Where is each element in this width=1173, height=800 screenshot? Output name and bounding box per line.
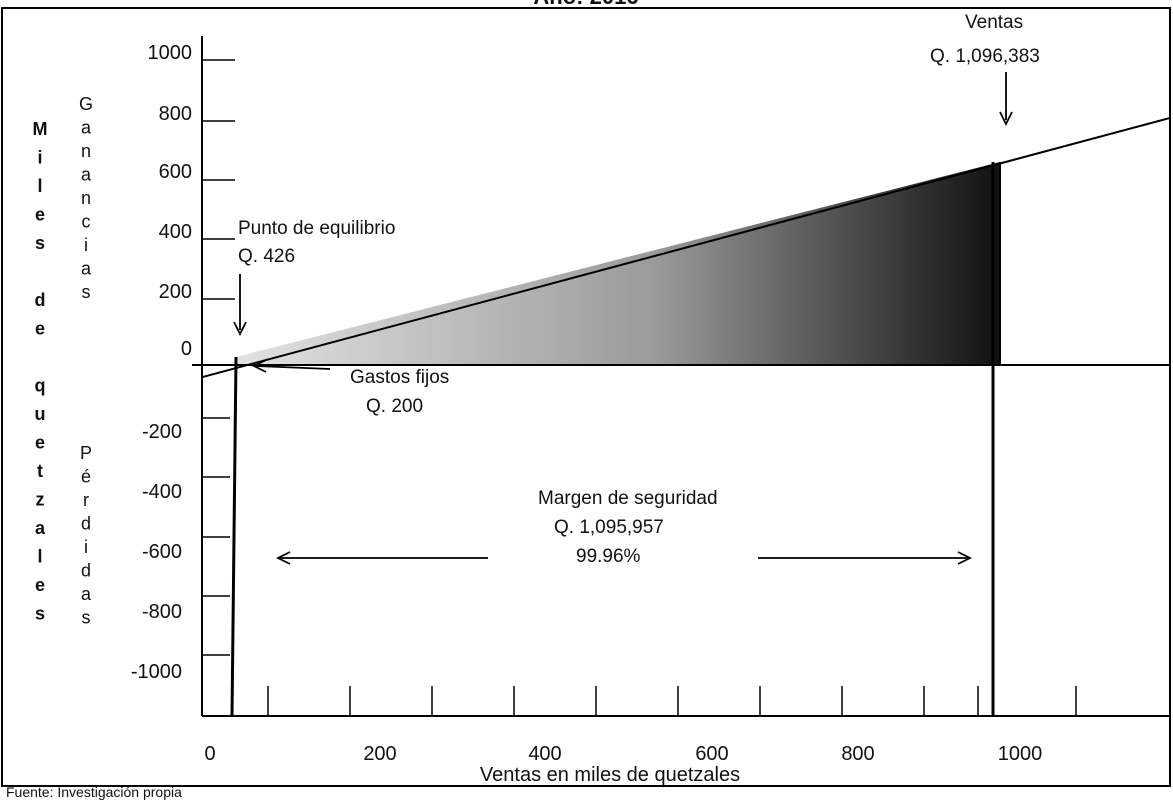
y-tick-label: 800	[159, 103, 192, 125]
y-axis-title-letter: e	[35, 205, 45, 225]
y-positive-label-letter: c	[82, 212, 91, 232]
y-tick-label: 0	[181, 338, 192, 360]
chart-title: Año: 2016	[533, 0, 638, 9]
y-tick-label: 400	[159, 221, 192, 243]
y-axis-title-letter: e	[35, 433, 45, 453]
y-negative-label-letter: a	[81, 584, 92, 604]
x-tick-labels: 0 200 400 600 800 1000	[204, 743, 1042, 765]
y-axis-title-letter: e	[35, 319, 45, 339]
y-negative-label-letter: é	[81, 467, 91, 487]
y-positive-label-letter: G	[79, 94, 93, 114]
y-axis-title-letter: M	[33, 119, 48, 139]
y-axis-title-letter: u	[35, 404, 46, 424]
y-axis-title-letter: q	[35, 376, 46, 396]
y-tick-label: 200	[159, 281, 192, 303]
y-positive-label-letter: a	[81, 259, 92, 279]
y-axis-title-letter: s	[35, 604, 45, 624]
y-axis-title-letter: e	[35, 575, 45, 595]
y-tick-label: 600	[159, 161, 192, 183]
y-negative-label-letter: d	[81, 561, 91, 581]
y-negative-label-letter: s	[82, 608, 91, 628]
y-negative-label-letter: d	[81, 514, 91, 534]
y-negative-label-letter: i	[84, 537, 88, 557]
y-tick-label: -400	[142, 481, 182, 503]
x-tick-label: 800	[841, 743, 874, 765]
y-axis-title-letter: l	[37, 176, 42, 196]
breakeven-value: Q. 426	[238, 246, 295, 267]
y-negative-label-letter: P	[80, 443, 92, 463]
footnote: Fuente: Investigación propia	[6, 784, 182, 800]
x-tick-label: 600	[695, 743, 728, 765]
y-axis-title-letter: s	[35, 233, 45, 253]
breakeven-marker-line	[230, 356, 238, 717]
x-axis-label: Ventas en miles de quetzales	[480, 764, 740, 786]
y-positive-label-letter: n	[81, 141, 91, 161]
y-tick-label: -800	[142, 601, 182, 623]
sales-value: Q. 1,096,383	[930, 46, 1040, 67]
x-ticks	[267, 686, 1077, 716]
x-tick-label: 200	[363, 743, 396, 765]
margin-label: Margen de seguridad	[538, 488, 718, 509]
y-ticks	[202, 59, 235, 656]
fixed-costs-value: Q. 200	[366, 396, 423, 417]
annotations: Ventas Q. 1,096,383 Punto de equilibrio …	[238, 12, 1040, 567]
y-tick-labels: 1000 800 600 400 200 0 -200 -400 -600 -8…	[131, 42, 192, 683]
x-tick-label: 1000	[998, 743, 1043, 765]
y-positive-label-letter: n	[81, 188, 91, 208]
y-negative-label-letter: r	[83, 490, 89, 510]
y-axis-title-letter: d	[35, 290, 46, 310]
y-axis-title-letter: a	[35, 518, 46, 538]
y-positive-label-letter: s	[82, 282, 91, 302]
margin-percent: 99.96%	[576, 546, 641, 567]
y-tick-label: -600	[142, 541, 182, 563]
breakeven-label: Punto de equilibrio	[238, 218, 395, 239]
profit-area	[236, 162, 1000, 365]
sales-line	[201, 116, 1171, 379]
y-positive-label-letter: i	[84, 235, 88, 255]
sales-label: Ventas	[965, 12, 1023, 33]
y-tick-label: -200	[142, 421, 182, 443]
arrows	[233, 72, 1013, 565]
x-tick-label: 0	[204, 743, 215, 765]
y-axis-title-letter: z	[36, 490, 45, 510]
fixed-costs-label: Gastos fijos	[350, 367, 449, 388]
x-tick-label: 400	[528, 743, 561, 765]
y-positive-label-letter: a	[81, 118, 92, 138]
y-tick-label: -1000	[131, 661, 182, 683]
margin-value: Q. 1,095,957	[554, 517, 664, 538]
y-axis-title-letter: l	[37, 547, 42, 567]
y-axis-title-letter: t	[37, 461, 43, 481]
y-positive-label-letter: a	[81, 165, 92, 185]
y-tick-label: 1000	[148, 42, 193, 64]
y-axis-title-letter: i	[37, 148, 42, 168]
chart-frame	[1, 7, 1171, 787]
